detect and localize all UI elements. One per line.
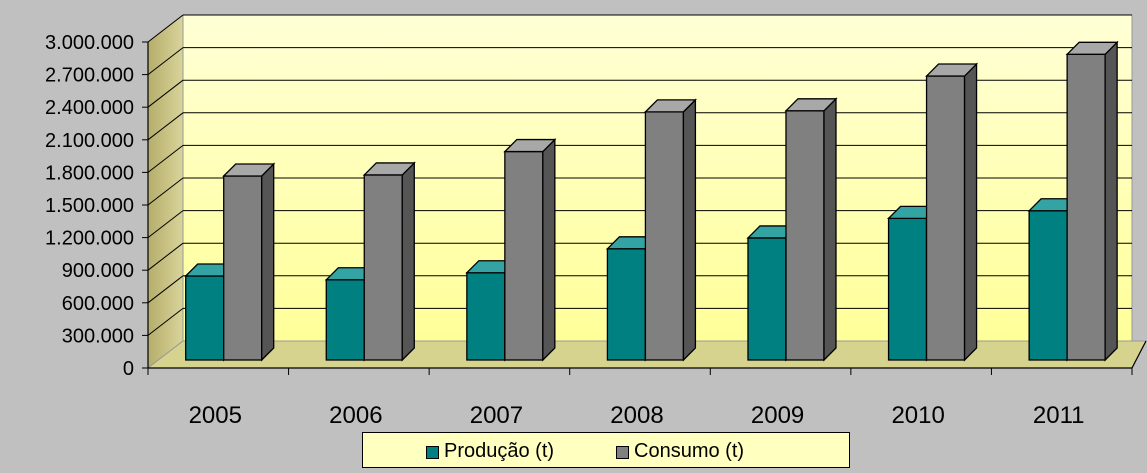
gridline-side bbox=[147, 47, 184, 75]
bars bbox=[184, 40, 1119, 362]
bar-front bbox=[504, 150, 544, 361]
x-tick-label: 2007 bbox=[470, 402, 523, 429]
y-tick-label: 1.500.000 bbox=[45, 195, 134, 217]
legend-swatch-consumo bbox=[616, 446, 629, 459]
y-tick-label: 2.400.000 bbox=[45, 97, 134, 119]
gridline-side bbox=[147, 112, 184, 141]
x-axis-depth-line bbox=[1131, 340, 1147, 369]
x-tick-label: 2009 bbox=[751, 402, 804, 429]
bar-front bbox=[1028, 210, 1068, 361]
bar-consumo-2011 bbox=[1065, 40, 1119, 362]
bar-side bbox=[401, 161, 415, 362]
x-tick-label: 2010 bbox=[891, 402, 944, 429]
y-tick-label: 1.800.000 bbox=[45, 162, 134, 184]
bar-front bbox=[747, 237, 787, 361]
bar-side bbox=[682, 98, 697, 362]
y-tick-label: 2.700.000 bbox=[45, 65, 134, 87]
legend-swatch-producao bbox=[426, 446, 439, 459]
x-axis: 2005 2006 2007 2008 2009 2010 2011 bbox=[147, 340, 1147, 429]
bar-front bbox=[325, 279, 365, 361]
legend-label-consumo: Consumo (t) bbox=[634, 440, 745, 462]
y-tick-label: 2.100.000 bbox=[45, 130, 134, 152]
y-tick-label: 3.000.000 bbox=[45, 32, 134, 54]
bar-side bbox=[261, 162, 275, 362]
gridline-side bbox=[147, 177, 184, 206]
y-tick-label: 1.200.000 bbox=[45, 228, 134, 250]
bar-front bbox=[887, 217, 928, 361]
bar-side bbox=[1104, 40, 1118, 362]
x-tick-label: 2005 bbox=[189, 402, 242, 429]
y-tick-label: 600.000 bbox=[62, 293, 134, 315]
gridline-side bbox=[147, 275, 184, 304]
gridline-side bbox=[147, 210, 184, 238]
bar-consumo-2006 bbox=[362, 161, 416, 362]
bar-consumo-2005 bbox=[222, 162, 276, 362]
gridline-side bbox=[147, 79, 184, 108]
bar-consumo-2009 bbox=[784, 97, 838, 362]
bar-top bbox=[362, 162, 416, 176]
x-tick-label: 2006 bbox=[329, 402, 382, 429]
bar-consumo-2010 bbox=[924, 62, 979, 362]
bar-top bbox=[222, 163, 276, 177]
bar-top bbox=[784, 98, 838, 112]
legend: Produção (t) Consumo (t) bbox=[362, 432, 850, 468]
bar-front bbox=[644, 111, 685, 361]
bar-top bbox=[924, 63, 979, 77]
y-tick-label: 300.000 bbox=[62, 325, 134, 347]
bar-side bbox=[823, 97, 837, 362]
gridline-side bbox=[147, 14, 184, 43]
bar-front bbox=[363, 174, 403, 361]
y-tick-label: 900.000 bbox=[62, 260, 134, 282]
bar-front bbox=[1066, 53, 1106, 361]
y-axis: 0 300.000 600.000 900.000 1.200.000 1.500.000… bbox=[45, 32, 149, 380]
bar-consumo-2007 bbox=[503, 137, 557, 362]
gridline-side bbox=[147, 145, 184, 173]
bar-top bbox=[1065, 41, 1119, 55]
bar-consumo-2008 bbox=[643, 98, 697, 362]
x-tick-label: 2008 bbox=[610, 402, 663, 429]
bar-top bbox=[503, 138, 557, 153]
x-tick-label: 2011 bbox=[1033, 402, 1085, 429]
gridline-side bbox=[147, 308, 184, 336]
bar-side bbox=[963, 62, 978, 362]
bar-front bbox=[925, 75, 966, 361]
legend-label-producao: Produção (t) bbox=[444, 440, 555, 462]
bar-front bbox=[466, 272, 506, 361]
bar-front bbox=[606, 248, 647, 361]
y-tick-label: 0 bbox=[123, 358, 134, 380]
bar-front bbox=[785, 110, 825, 361]
bar-front bbox=[223, 175, 263, 361]
bar-top bbox=[643, 99, 697, 113]
gridline-side bbox=[147, 242, 184, 271]
bar-front bbox=[185, 275, 225, 361]
bar-side bbox=[542, 137, 556, 362]
